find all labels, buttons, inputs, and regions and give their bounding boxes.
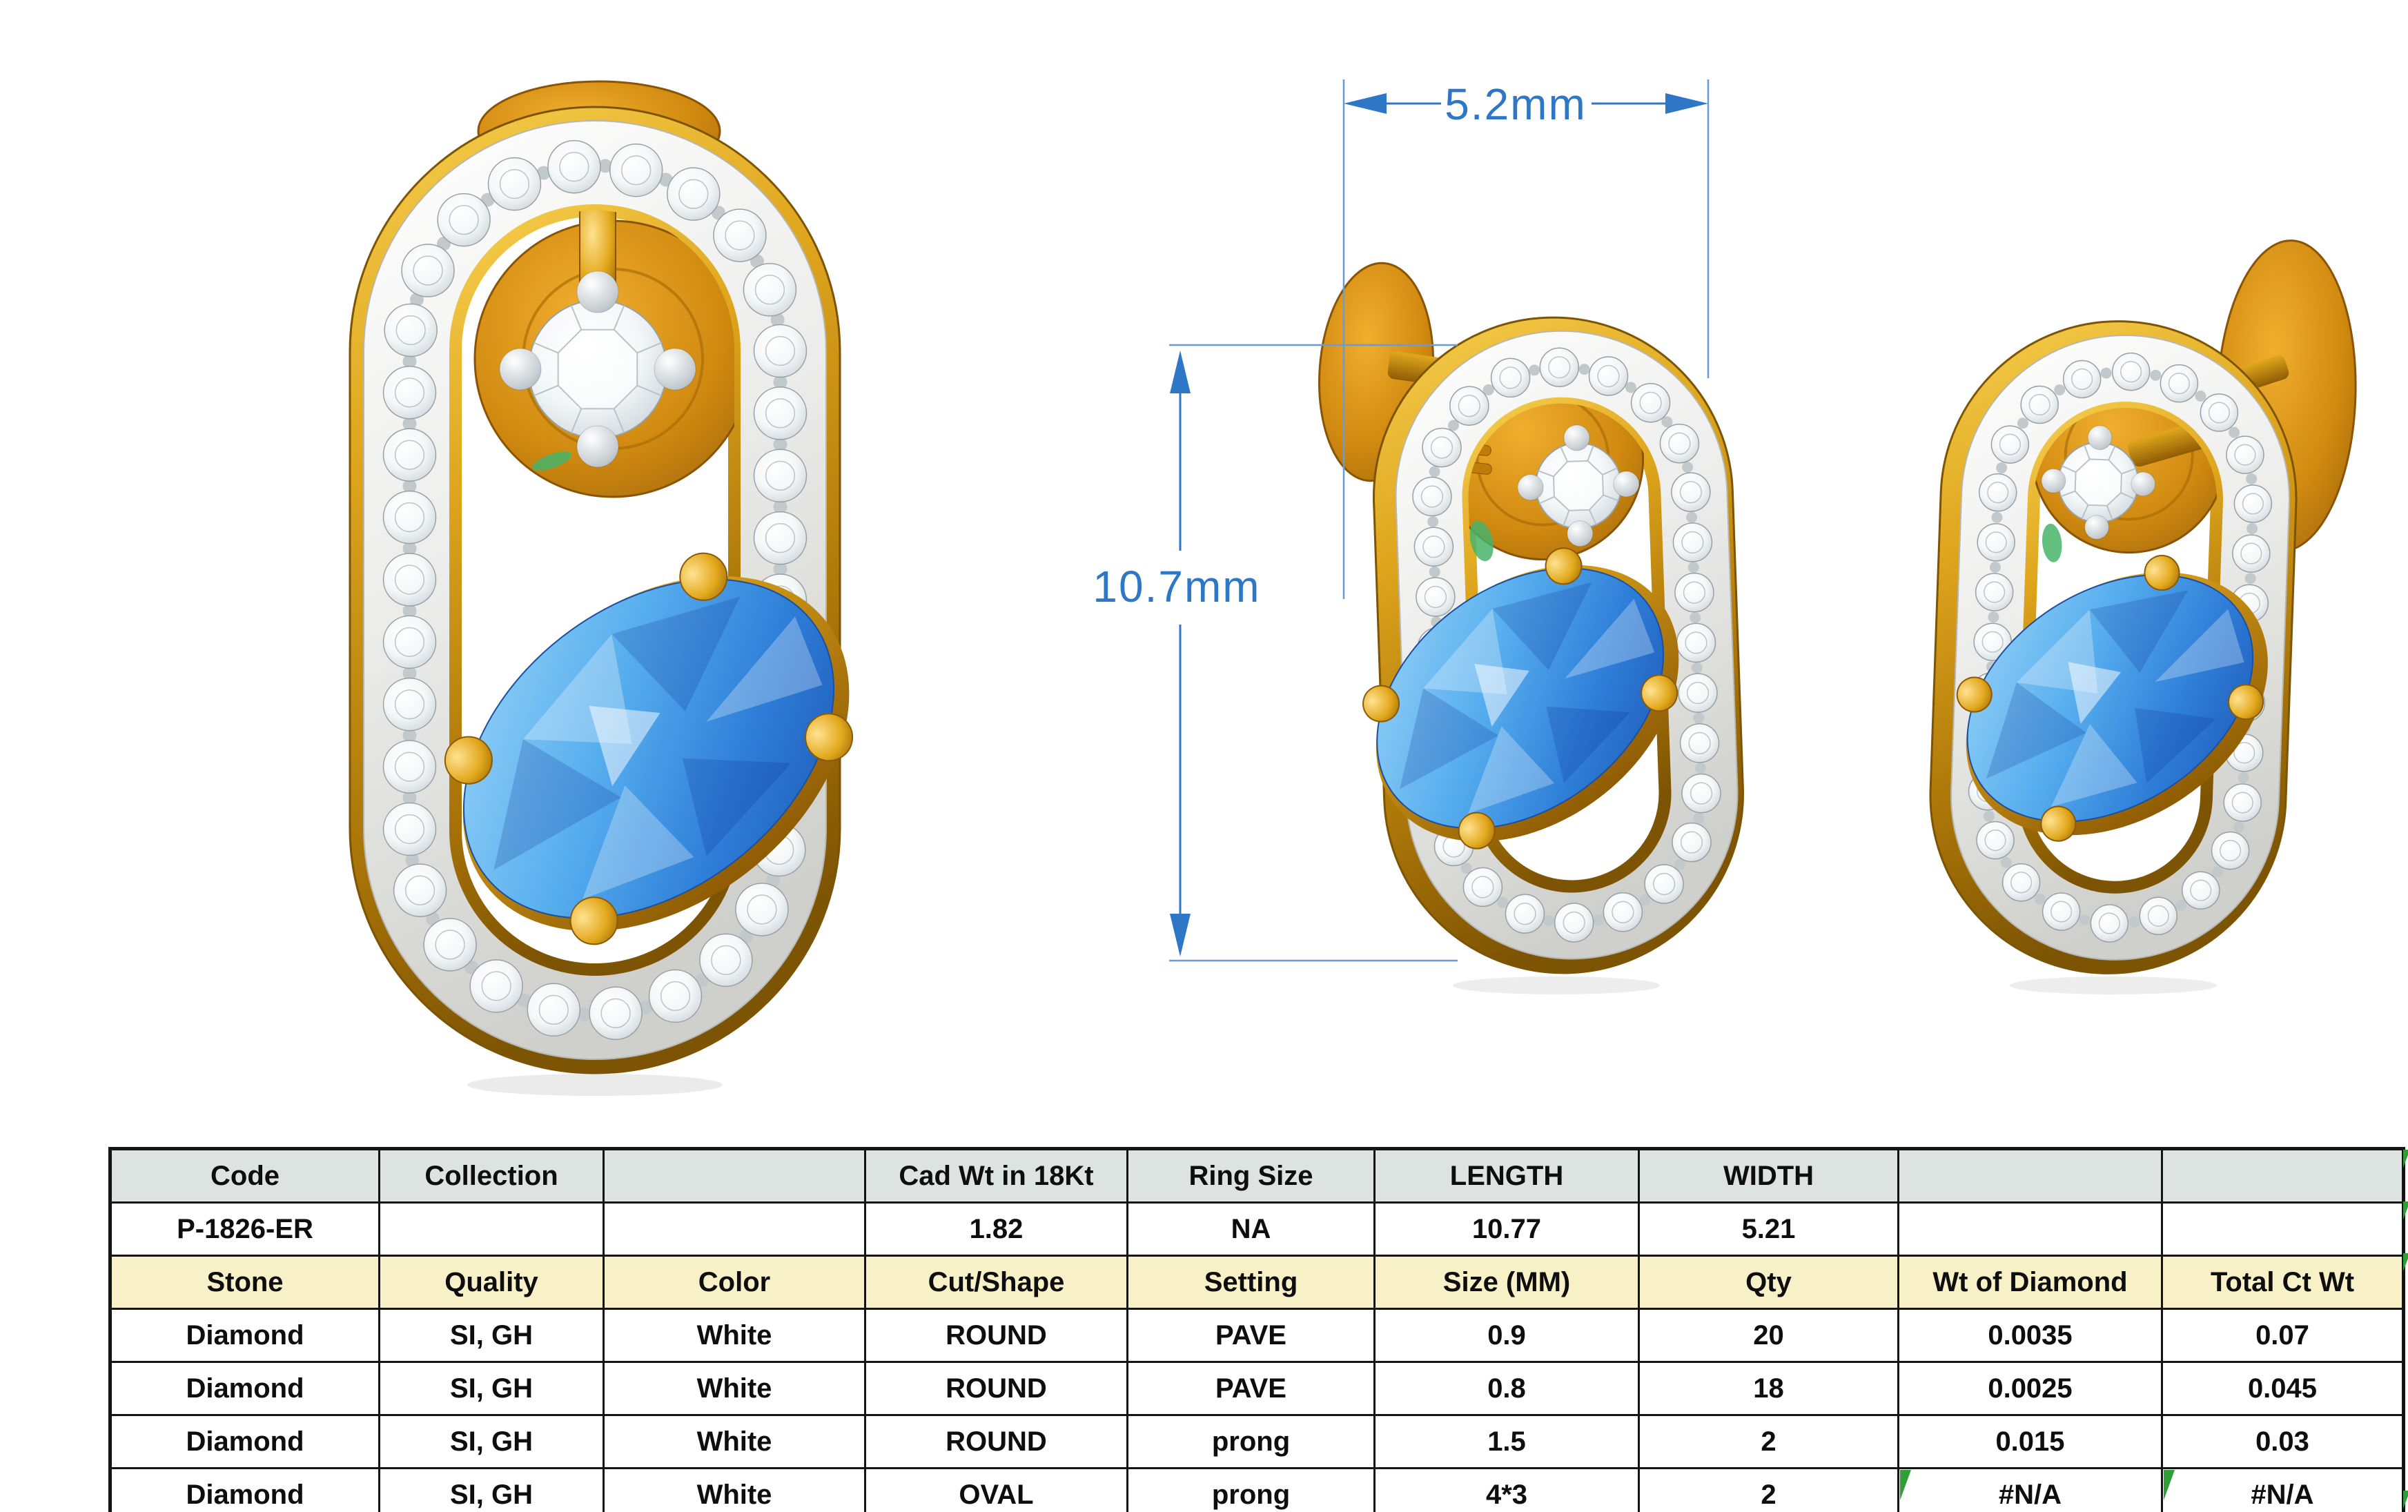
table-stone-row: Diamond SI, GH White ROUND PAVE 0.8 18 0… [109,1361,2405,1416]
error-flag-icon [2403,1201,2408,1219]
cell-qty: 2 [1638,1414,1899,1469]
cell-color: White [603,1361,866,1416]
header-cell-length: LENGTH [1373,1148,1640,1204]
cell-size: 0.9 [1373,1308,1640,1363]
cell-quality: SI, GH [378,1467,605,1512]
error-flag-icon [2164,1470,2175,1500]
cell-ring-size-value: NA [1126,1201,1376,1257]
header-cell-code: Code [109,1148,380,1204]
cell-wt: 0.0025 [1897,1361,2163,1416]
cell-quality: SI, GH [378,1308,605,1363]
render-shadows [467,976,2217,1096]
cell-setting: PAVE [1126,1308,1376,1363]
cell-setting: prong [1126,1467,1376,1512]
header-cell-cut-shape: Cut/Shape [864,1255,1128,1310]
error-flag-icon [2403,1253,2408,1271]
height-dimension-label: 10.7mm [1093,562,1260,611]
earring-front-view-render [349,80,854,1074]
header-cell-blank [603,1148,866,1204]
cell-setting: PAVE [1126,1361,1376,1416]
cell-wt: 0.015 [1897,1414,2163,1469]
earring-three-quarter-view-render [1318,262,1745,974]
height-arrow-down-icon [1170,914,1191,956]
earring-renders-canvas: 5.2mm 10.7mm [349,79,2357,1096]
earring-side-view-render [1929,239,2357,974]
cell-text: #N/A [2251,1479,2314,1510]
cell-qty: 20 [1638,1308,1899,1363]
header-cell-setting: Setting [1126,1255,1376,1310]
cell-color: White [603,1414,866,1469]
table-info-header-row: Code Collection Cad Wt in 18Kt Ring Size… [109,1148,2405,1204]
error-flag-icon [2403,1150,2408,1168]
error-flag-icon [2403,1491,2408,1509]
cell-code-value: P-1826-ER [109,1201,380,1257]
width-arrow-right-icon [1665,93,1708,114]
cell-stone: Diamond [109,1361,380,1416]
header-cell-collection: Collection [378,1148,605,1204]
cell-length-value: 10.77 [1373,1201,1640,1257]
cell-cad-wt-value: 1.82 [864,1201,1128,1257]
cell-size: 4*3 [1373,1467,1640,1512]
cell-cut-shape: ROUND [864,1308,1128,1363]
cell-stone: Diamond [109,1467,380,1512]
cell-total-ct: 0.03 [2161,1414,2405,1469]
cell-size: 0.8 [1373,1361,1640,1416]
cell-stone: Diamond [109,1414,380,1469]
height-arrow-up-icon [1170,351,1191,393]
cell-color: White [603,1467,866,1512]
cell-stone: Diamond [109,1308,380,1363]
header-cell-wt-of-diamond: Wt of Diamond [1897,1255,2163,1310]
header-cell-total-ct-wt: Total Ct Wt [2161,1255,2405,1310]
table-stone-row: Diamond SI, GH White OVAL prong 4*3 2 #N… [109,1467,2405,1512]
cell-text: #N/A [1998,1479,2062,1510]
table-info-row: P-1826-ER 1.82 NA 10.77 5.21 [109,1201,2405,1257]
cell-blank [1897,1201,2163,1257]
cell-blank [603,1201,866,1257]
table-stone-row: Diamond SI, GH White ROUND PAVE 0.9 20 0… [109,1308,2405,1363]
spec-table: Code Collection Cad Wt in 18Kt Ring Size… [108,1147,2405,1512]
header-cell-width: WIDTH [1638,1148,1899,1204]
header-cell-size-mm: Size (MM) [1373,1255,1640,1310]
cell-total-ct: 0.07 [2161,1308,2405,1363]
header-cell-qty: Qty [1638,1255,1899,1310]
error-flag-icon [1900,1470,1911,1500]
cell-quality: SI, GH [378,1414,605,1469]
cell-total-ct-na: #N/A [2161,1467,2405,1512]
cell-blank [2161,1201,2405,1257]
dimension-annotations: 5.2mm 10.7mm [1093,79,1710,962]
table-stone-header-row: Stone Quality Color Cut/Shape Setting Si… [109,1255,2405,1310]
header-cell-ring-size: Ring Size [1126,1148,1376,1204]
cell-total-ct: 0.045 [2161,1361,2405,1416]
width-arrow-left-icon [1344,93,1387,114]
cell-qty: 18 [1638,1361,1899,1416]
cell-wt: 0.0035 [1897,1308,2163,1363]
header-cell-quality: Quality [378,1255,605,1310]
width-dimension-label: 5.2mm [1445,79,1587,129]
header-cell-cad-wt: Cad Wt in 18Kt [864,1148,1128,1204]
table-stone-row: Diamond SI, GH White ROUND prong 1.5 2 0… [109,1414,2405,1469]
cell-cut-shape: OVAL [864,1467,1128,1512]
cell-wt-na: #N/A [1897,1467,2163,1512]
header-cell-blank [1897,1148,2163,1204]
header-cell-color: Color [603,1255,866,1310]
cell-cut-shape: ROUND [864,1361,1128,1416]
cell-collection-value [378,1201,605,1257]
cell-color: White [603,1308,866,1363]
header-cell-stone: Stone [109,1255,380,1310]
cell-qty: 2 [1638,1467,1899,1512]
cell-size: 1.5 [1373,1414,1640,1469]
cell-width-value: 5.21 [1638,1201,1899,1257]
cell-cut-shape: ROUND [864,1414,1128,1469]
header-cell-blank [2161,1148,2405,1204]
cell-setting: prong [1126,1414,1376,1469]
cell-quality: SI, GH [378,1361,605,1416]
